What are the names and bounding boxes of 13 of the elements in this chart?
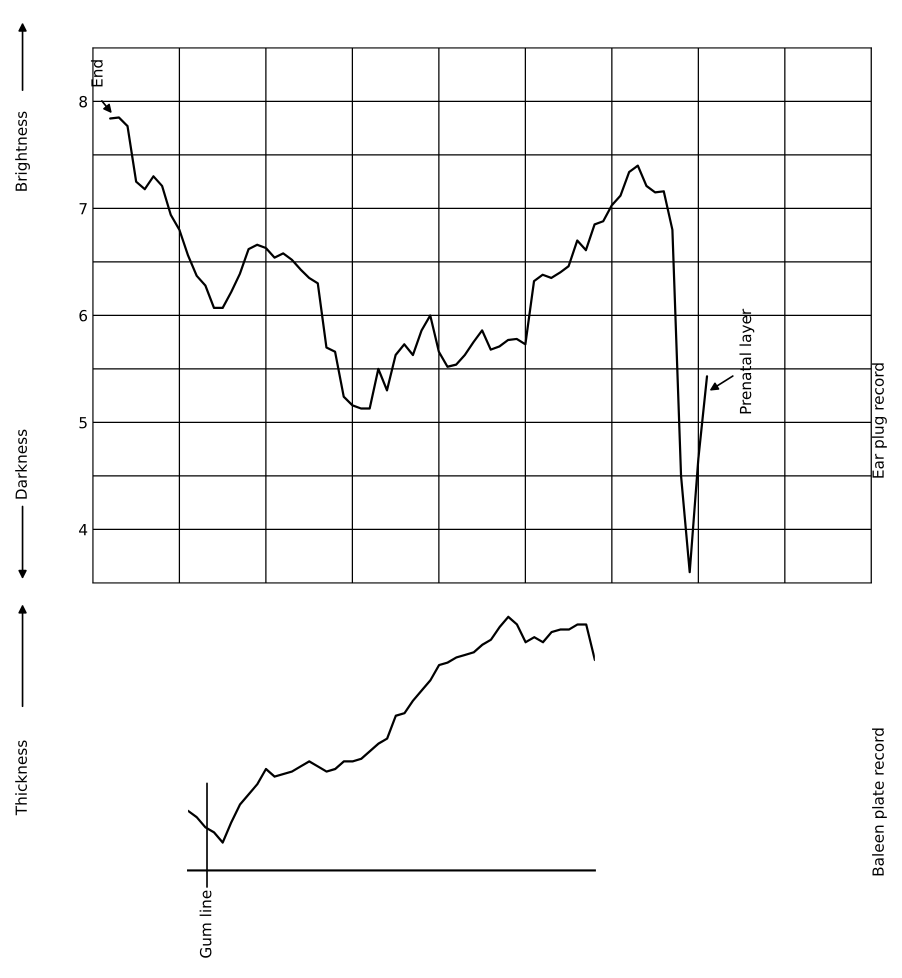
text: Thickness	[15, 740, 27, 816]
y-tick-label: 5	[80, 417, 87, 428]
y-tick-label: 7	[80, 203, 87, 214]
text: Brightness	[15, 112, 30, 191]
y-tick-label: 4	[79, 524, 88, 536]
text: Darkness	[15, 430, 27, 499]
annotation: Prenatal layer	[739, 308, 754, 414]
y-tick-label: 8	[79, 96, 87, 108]
text: Gum line	[200, 890, 212, 958]
text: Baleen plate record	[872, 728, 887, 876]
annotation: End	[90, 60, 103, 86]
y-tick-label: 6	[79, 310, 88, 322]
text: Ear plug record	[872, 363, 887, 478]
